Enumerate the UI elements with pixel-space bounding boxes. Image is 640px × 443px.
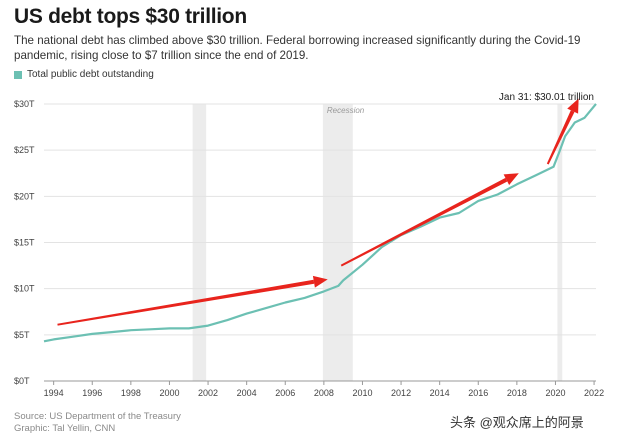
y-tick-label: $10T [14, 284, 35, 294]
x-tick-label: 2014 [430, 388, 450, 398]
chart-subtitle: The national debt has climbed above $30 … [14, 34, 581, 62]
recession-label: Recession [327, 106, 365, 115]
x-tick-label: 1994 [44, 388, 64, 398]
annotation-label: Jan 31: $30.01 trillion [499, 92, 594, 103]
series-line-0 [43, 103, 597, 343]
legend-label: Total public debt outstanding [27, 69, 154, 80]
y-tick-label: $30T [14, 99, 35, 109]
trend-arrowhead-2 [567, 98, 579, 114]
y-tick-label: $0T [14, 376, 30, 386]
trend-arrow-1 [340, 177, 508, 267]
legend-swatch [14, 70, 22, 79]
x-tick-label: 2004 [237, 388, 257, 398]
chart-title: US debt tops $30 trillion [14, 5, 247, 28]
trend-arrow-2 [546, 110, 575, 165]
y-tick-label: $5T [14, 330, 30, 340]
y-tick-label: $20T [14, 191, 35, 201]
graphic-credit: Graphic: Tal Yellin, CNN [14, 423, 116, 434]
x-tick-label: 2018 [507, 388, 527, 398]
watermark: 头条 @观众席上的阿景 [450, 415, 584, 430]
x-tick-label: 2016 [468, 388, 488, 398]
trend-arrowhead-1 [503, 173, 519, 186]
legend: Total public debt outstanding [14, 69, 154, 80]
x-tick-label: 2020 [545, 388, 565, 398]
trend-arrowhead-0 [312, 275, 328, 288]
trend-arrow-0 [57, 279, 315, 326]
x-tick-label: 2006 [275, 388, 295, 398]
y-tick-label: $25T [14, 145, 35, 155]
y-tick-label: $15T [14, 238, 35, 248]
x-tick-label: 2008 [314, 388, 334, 398]
x-tick-label: 2022 [584, 388, 604, 398]
x-tick-label: 2000 [159, 388, 179, 398]
x-tick-label: 2012 [391, 388, 411, 398]
x-tick-label: 2002 [198, 388, 218, 398]
x-tick-label: 2010 [352, 388, 372, 398]
source-line: Source: US Department of the Treasury [14, 411, 181, 422]
x-tick-label: 1998 [121, 388, 141, 398]
source-note: Source: US Department of the Treasury Gr… [14, 411, 181, 435]
x-tick-label: 1996 [82, 388, 102, 398]
